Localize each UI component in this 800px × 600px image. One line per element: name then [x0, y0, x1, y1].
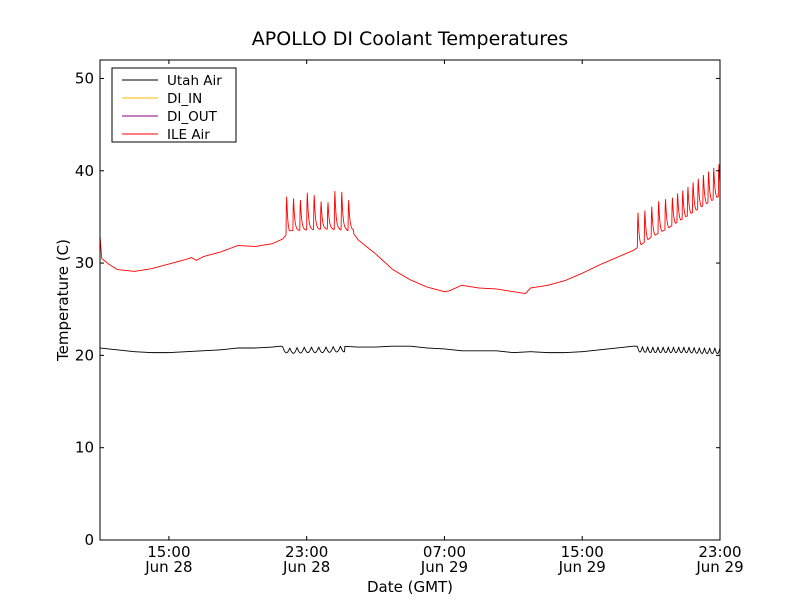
x-tick-label-time: 15:00: [561, 543, 604, 561]
series-line-ile-air: [99, 164, 721, 294]
series-line-utah-air: [99, 345, 721, 354]
legend-label-utah-air: Utah Air: [167, 73, 222, 89]
y-tick-label: 20: [75, 346, 94, 364]
x-tick-label-date: Jun 29: [420, 558, 468, 576]
legend-label-di-in: DI_IN: [167, 91, 202, 107]
y-tick-label: 10: [75, 439, 94, 457]
y-tick-label: 30: [75, 254, 94, 272]
series-layer: [99, 164, 721, 354]
x-tick-label-time: 15:00: [147, 543, 190, 561]
x-tick-label-date: Jun 29: [558, 558, 606, 576]
legend-label-ile-air: ILE Air: [167, 127, 210, 143]
legend: Utah Air DI_IN DI_OUT ILE Air: [111, 67, 237, 143]
y-tick-label: 0: [84, 531, 94, 549]
x-tick-label-time: 23:00: [698, 543, 741, 561]
x-tick-label-time: 23:00: [285, 543, 328, 561]
legend-label-di-out: DI_OUT: [167, 109, 218, 125]
x-tick-label-time: 07:00: [423, 543, 466, 561]
plot-frame: [99, 59, 721, 541]
chart-title: APOLLO DI Coolant Temperatures: [252, 28, 568, 50]
y-tick-label: 50: [75, 69, 94, 87]
x-axis-label: Date (GMT): [367, 578, 453, 596]
x-tick-label-date: Jun 28: [282, 558, 330, 576]
y-axis-label: Temperature (C): [54, 239, 72, 362]
y-tick-label: 40: [75, 162, 94, 180]
x-tick-label-date: Jun 28: [144, 558, 192, 576]
x-tick-label-date: Jun 29: [695, 558, 743, 576]
